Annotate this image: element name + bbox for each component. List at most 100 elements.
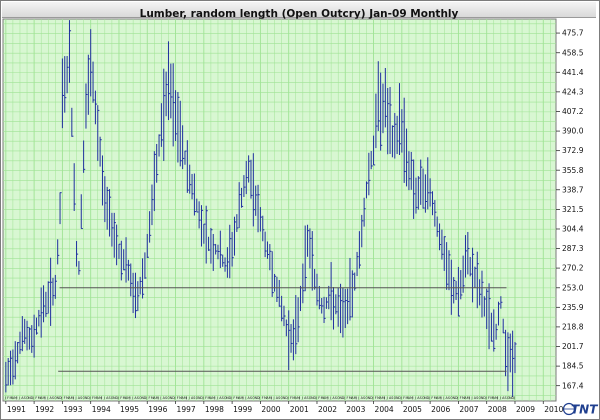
- x-tick-label: 2003: [346, 405, 365, 414]
- month-letter: J: [371, 396, 373, 400]
- month-letter: D: [398, 396, 401, 400]
- month-letter: O: [507, 396, 510, 400]
- month-letter: S: [250, 396, 252, 400]
- chart-title-bar: Lumber, random length (Open Outcry) Jan-…: [2, 2, 596, 20]
- month-letter: F: [460, 396, 462, 400]
- month-letter: F: [318, 396, 320, 400]
- month-letter: M: [349, 396, 352, 400]
- month-letter: J: [301, 396, 303, 400]
- x-tick-label: 1993: [63, 405, 82, 414]
- month-letter: D: [116, 396, 119, 400]
- month-letter: M: [325, 396, 328, 400]
- x-tick-label: 2006: [431, 405, 450, 414]
- month-letter: N: [28, 396, 31, 400]
- x-tick-label: 2001: [290, 405, 309, 414]
- month-letter: M: [354, 396, 357, 400]
- month-letter: M: [377, 396, 380, 400]
- month-letter: J: [157, 396, 159, 400]
- month-letter: J: [383, 396, 385, 400]
- month-letter: M: [94, 396, 97, 400]
- month-letter: A: [210, 396, 213, 400]
- month-letter: D: [31, 396, 34, 400]
- x-tick-label: 2010: [544, 405, 563, 414]
- month-letter: N: [396, 396, 399, 400]
- month-letter: D: [59, 396, 62, 400]
- month-letter: D: [483, 396, 486, 400]
- month-letter: S: [363, 396, 365, 400]
- y-tick-label: 407.2: [562, 107, 584, 116]
- month-letter: J: [103, 396, 105, 400]
- y-tick-label: 424.3: [562, 87, 584, 96]
- month-letter: M: [99, 396, 102, 400]
- month-letter: A: [446, 396, 449, 400]
- x-tick-label: 2009: [516, 405, 535, 414]
- month-letter: A: [125, 396, 128, 400]
- month-letter: O: [281, 396, 284, 400]
- month-letter: N: [509, 396, 512, 400]
- month-letter: A: [12, 396, 15, 400]
- month-letter: A: [191, 396, 194, 400]
- month-letter: D: [87, 396, 90, 400]
- month-letter: S: [504, 396, 506, 400]
- month-letter: S: [80, 396, 82, 400]
- month-letter: O: [196, 396, 199, 400]
- y-tick-label: 390.0: [562, 127, 584, 136]
- month-letter: O: [337, 396, 340, 400]
- month-letter: J: [131, 396, 133, 400]
- month-letter: D: [200, 396, 203, 400]
- month-letter: D: [229, 396, 232, 400]
- month-letter: F: [290, 396, 292, 400]
- month-letter: J: [129, 396, 131, 400]
- month-letter: A: [153, 396, 156, 400]
- x-tick-label: 2007: [459, 405, 478, 414]
- month-letter: F: [205, 396, 207, 400]
- month-letter: F: [7, 396, 9, 400]
- y-tick-label: 355.8: [562, 166, 584, 175]
- month-letter: J: [216, 396, 218, 400]
- x-tick-label: 1998: [205, 405, 224, 414]
- month-letter: J: [16, 396, 18, 400]
- month-letter: M: [14, 396, 17, 400]
- month-letter: A: [304, 396, 307, 400]
- month-letter: F: [149, 396, 151, 400]
- month-letter: J: [499, 396, 501, 400]
- month-letter: S: [306, 396, 308, 400]
- month-letter: A: [266, 396, 269, 400]
- month-letter: J: [18, 396, 20, 400]
- month-letter: F: [35, 396, 37, 400]
- month-letter: A: [182, 396, 185, 400]
- month-letter: A: [238, 396, 241, 400]
- month-letter: O: [111, 396, 114, 400]
- month-letter: D: [427, 396, 430, 400]
- tnt-logo: TNT: [562, 403, 598, 417]
- month-letter: A: [332, 396, 335, 400]
- month-letter: A: [323, 396, 326, 400]
- month-letter: J: [159, 396, 161, 400]
- month-letter: J: [343, 396, 345, 400]
- month-letter: O: [422, 396, 425, 400]
- month-letter: J: [315, 396, 317, 400]
- month-letter: M: [179, 396, 182, 400]
- month-letter: J: [428, 396, 430, 400]
- month-letter: M: [42, 396, 45, 400]
- month-letter: A: [134, 396, 137, 400]
- month-letter: N: [339, 396, 342, 400]
- month-letter: N: [57, 396, 60, 400]
- month-letter: D: [512, 396, 515, 400]
- month-letter: M: [434, 396, 437, 400]
- month-letter: J: [202, 396, 204, 400]
- month-letter: J: [173, 396, 175, 400]
- x-tick-label: 2005: [403, 405, 422, 414]
- y-tick-label: 270.2: [562, 264, 584, 273]
- month-letter: F: [64, 396, 66, 400]
- price-bars-group: [5, 20, 517, 397]
- month-letter: M: [71, 396, 74, 400]
- month-letter: S: [420, 396, 422, 400]
- month-letter: N: [453, 396, 456, 400]
- month-letter: N: [311, 396, 314, 400]
- month-letter: S: [108, 396, 110, 400]
- month-letter: M: [410, 396, 413, 400]
- month-letter: A: [163, 396, 166, 400]
